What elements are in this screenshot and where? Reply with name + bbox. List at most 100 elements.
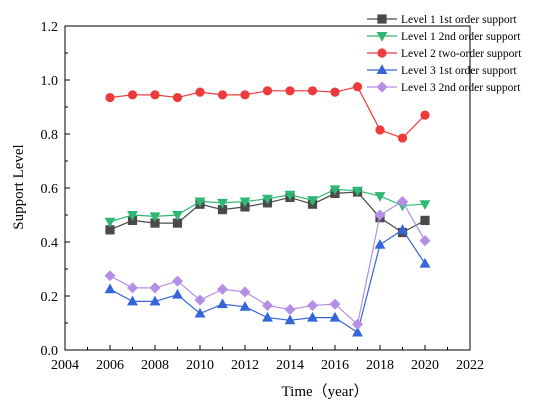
x-tick-label: 2018 bbox=[366, 358, 394, 373]
data-point-triangle-up bbox=[194, 307, 206, 318]
y-tick-label: 1.0 bbox=[41, 74, 59, 89]
series-2 bbox=[104, 185, 431, 228]
data-point-diamond bbox=[194, 294, 206, 306]
x-axis-title: Time（year） bbox=[282, 383, 369, 400]
series-3 bbox=[105, 82, 430, 143]
data-point-circle bbox=[262, 86, 273, 96]
data-point-diamond bbox=[261, 299, 274, 311]
x-tick-label: 2022 bbox=[456, 358, 484, 373]
data-point-diamond bbox=[284, 303, 296, 316]
data-point-triangle-up bbox=[374, 238, 386, 249]
data-point-circle bbox=[240, 90, 250, 100]
data-point-triangle-up bbox=[397, 224, 408, 234]
data-point-square bbox=[377, 14, 387, 24]
data-point-triangle-down bbox=[284, 190, 296, 201]
x-tick-label: 2012 bbox=[231, 358, 259, 373]
data-point-diamond bbox=[126, 282, 139, 294]
legend-label: Level 3 1st order support bbox=[401, 65, 517, 77]
data-point-diamond bbox=[149, 282, 161, 294]
data-point-circle bbox=[150, 90, 160, 100]
data-point-triangle-down bbox=[149, 212, 161, 223]
data-point-diamond bbox=[216, 283, 229, 295]
x-tick-label: 2004 bbox=[51, 358, 79, 373]
legend-label: Level 2 two-order support bbox=[401, 48, 522, 60]
data-point-circle bbox=[307, 86, 318, 96]
series-layer bbox=[104, 82, 431, 337]
data-point-triangle-down bbox=[127, 211, 138, 221]
data-point-diamond bbox=[239, 286, 251, 298]
legend-item-5: Level 3 2nd order support bbox=[367, 81, 521, 94]
data-point-diamond bbox=[376, 81, 388, 93]
data-point-triangle-down bbox=[217, 198, 228, 209]
data-point-diamond bbox=[171, 275, 184, 287]
data-point-triangle-up bbox=[104, 283, 116, 294]
data-point-triangle-up bbox=[307, 311, 318, 322]
y-tick-label: 1.2 bbox=[41, 20, 59, 35]
data-point-circle bbox=[105, 92, 115, 103]
data-point-triangle-up bbox=[376, 64, 388, 74]
data-point-circle bbox=[397, 133, 408, 143]
data-point-circle bbox=[172, 92, 183, 103]
x-tick-label: 2020 bbox=[411, 358, 439, 373]
y-tick-label: 0.6 bbox=[41, 182, 59, 197]
axes: 2004 2006 2008 2010 2012 2014 2016 2018 2020 2022… bbox=[41, 20, 485, 373]
data-point-circle bbox=[375, 125, 385, 135]
legend-label: Level 3 2nd order support bbox=[401, 82, 521, 94]
x-tick-label: 2016 bbox=[321, 358, 349, 373]
y-tick-label: 0.0 bbox=[41, 344, 59, 359]
x-tick-label: 2006 bbox=[96, 358, 124, 373]
data-point-circle bbox=[352, 82, 363, 92]
data-point-triangle-down bbox=[374, 192, 386, 202]
legend-item-2: Level 1 2nd order support bbox=[367, 31, 521, 43]
x-tick-label: 2014 bbox=[276, 358, 304, 373]
data-point-triangle-up bbox=[127, 295, 138, 306]
legend-item-4: Level 3 1st order support bbox=[367, 64, 517, 77]
data-point-triangle-down bbox=[194, 197, 206, 208]
data-point-triangle-down bbox=[419, 200, 431, 210]
data-point-circle bbox=[127, 90, 138, 100]
data-point-triangle-down bbox=[262, 194, 273, 205]
data-point-triangle-down bbox=[329, 185, 341, 196]
data-point-diamond bbox=[329, 298, 341, 310]
data-point-triangle-up bbox=[239, 301, 251, 311]
y-axis-title: Support Level bbox=[11, 144, 27, 229]
data-point-circle bbox=[195, 87, 205, 97]
x-tick-label: 2008 bbox=[141, 358, 169, 373]
data-point-triangle-up bbox=[149, 295, 161, 306]
data-point-circle bbox=[330, 87, 340, 97]
legend-item-3: Level 2 two-order support bbox=[367, 48, 522, 60]
data-point-triangle-down bbox=[239, 197, 251, 208]
legend-label: Level 1 2nd order support bbox=[401, 31, 521, 43]
series-5 bbox=[104, 195, 431, 330]
data-point-diamond bbox=[374, 209, 386, 221]
legend-item-1: Level 1 1st order support bbox=[367, 14, 517, 26]
data-point-triangle-down bbox=[307, 196, 318, 206]
data-point-diamond bbox=[351, 318, 364, 330]
data-point-diamond bbox=[396, 195, 409, 208]
data-point-square bbox=[420, 215, 430, 226]
data-point-triangle-up bbox=[329, 311, 341, 322]
data-point-circle bbox=[217, 90, 228, 100]
data-point-circle bbox=[377, 48, 387, 58]
y-tick-label: 0.8 bbox=[41, 128, 59, 143]
data-point-diamond bbox=[306, 299, 319, 311]
data-point-triangle-down bbox=[352, 186, 363, 197]
data-point-triangle-down bbox=[172, 211, 183, 221]
data-point-triangle-down bbox=[376, 31, 388, 42]
series-4 bbox=[104, 224, 431, 337]
data-point-triangle-up bbox=[419, 257, 431, 268]
data-point-diamond bbox=[419, 235, 431, 247]
x-tick-label: 2010 bbox=[186, 358, 214, 373]
y-tick-label: 0.4 bbox=[41, 236, 59, 251]
data-point-triangle-down bbox=[104, 217, 116, 228]
data-point-triangle-up bbox=[262, 311, 273, 322]
data-point-triangle-up bbox=[217, 298, 228, 309]
y-tick-label: 0.2 bbox=[41, 290, 59, 305]
data-point-triangle-up bbox=[284, 314, 296, 325]
legend: Level 1 1st order support Level 1 2nd ord… bbox=[367, 14, 522, 94]
data-point-triangle-up bbox=[172, 288, 183, 299]
data-point-triangle-up bbox=[352, 326, 363, 337]
data-point-diamond bbox=[104, 270, 116, 282]
